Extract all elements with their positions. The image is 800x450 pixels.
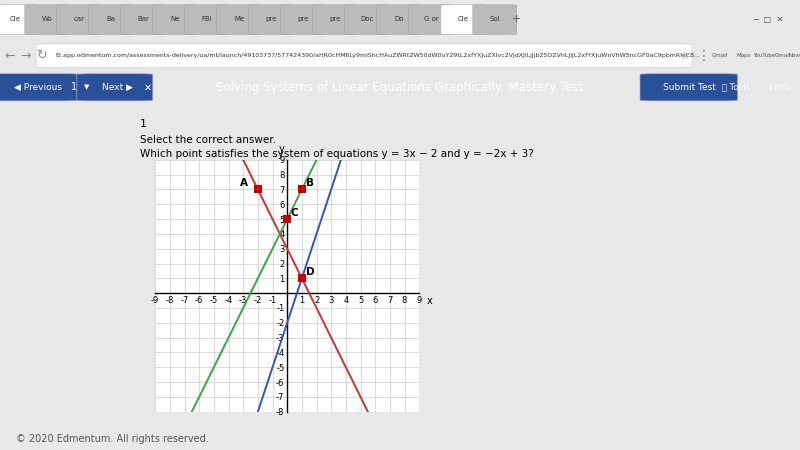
FancyBboxPatch shape <box>640 74 738 101</box>
Text: YouTube: YouTube <box>753 53 775 58</box>
Text: © 2020 Edmentum. All rights reserved.: © 2020 Edmentum. All rights reserved. <box>16 434 209 444</box>
Text: ☆: ☆ <box>679 51 689 61</box>
Text: Do: Do <box>394 16 404 22</box>
Text: ←: ← <box>4 50 15 62</box>
Text: Wo: Wo <box>42 16 53 22</box>
Text: Solving Systems of Linear Equations Graphically: Mastery Test: Solving Systems of Linear Equations Grap… <box>216 81 584 94</box>
FancyBboxPatch shape <box>281 5 325 35</box>
FancyBboxPatch shape <box>121 5 165 35</box>
Text: →: → <box>20 50 31 62</box>
Text: 🔧 Tools: 🔧 Tools <box>722 83 750 92</box>
FancyBboxPatch shape <box>25 5 69 35</box>
Text: B: B <box>306 179 314 189</box>
FancyBboxPatch shape <box>57 5 101 35</box>
Text: +: + <box>511 14 521 24</box>
FancyBboxPatch shape <box>77 74 153 101</box>
Text: Bar: Bar <box>138 16 149 22</box>
Text: Sol: Sol <box>490 16 501 22</box>
FancyBboxPatch shape <box>153 5 197 35</box>
FancyBboxPatch shape <box>36 44 692 68</box>
Text: 1: 1 <box>70 82 77 92</box>
Text: Which point satisfies the system of equations y = 3x − 2 and y = −2x + 3?: Which point satisfies the system of equa… <box>140 149 534 159</box>
Text: y: y <box>278 144 284 154</box>
Text: car: car <box>74 16 85 22</box>
FancyBboxPatch shape <box>0 5 37 35</box>
Text: x: x <box>426 296 432 306</box>
Text: ─  □  ✕: ─ □ ✕ <box>753 15 783 24</box>
FancyBboxPatch shape <box>0 74 78 101</box>
FancyBboxPatch shape <box>185 5 229 35</box>
FancyBboxPatch shape <box>473 5 517 35</box>
Text: News: News <box>789 53 800 58</box>
Text: ℹ Info: ℹ Info <box>769 83 791 92</box>
Text: ✕: ✕ <box>144 82 152 92</box>
FancyBboxPatch shape <box>409 5 453 35</box>
Text: D: D <box>306 267 314 277</box>
Text: Cle: Cle <box>458 16 469 22</box>
Text: f2.app.edmentum.com/assessments-delivery/ua/mt/launch/49103737/577424390/aHR0cHM: f2.app.edmentum.com/assessments-delivery… <box>56 53 701 58</box>
FancyBboxPatch shape <box>345 5 389 35</box>
Text: ⋮: ⋮ <box>697 49 711 63</box>
FancyBboxPatch shape <box>89 5 133 35</box>
Text: pre: pre <box>266 16 277 22</box>
Text: Gmail: Gmail <box>774 53 790 58</box>
Text: pre: pre <box>298 16 309 22</box>
Text: Select the correct answer.: Select the correct answer. <box>140 135 276 145</box>
Text: FBi: FBi <box>202 16 213 22</box>
Text: Ne: Ne <box>170 16 180 22</box>
Text: pre: pre <box>330 16 341 22</box>
Text: ◀ Previous: ◀ Previous <box>14 83 62 92</box>
Text: Gmail: Gmail <box>712 53 728 58</box>
Text: 1: 1 <box>140 119 147 129</box>
Text: G or: G or <box>424 16 438 22</box>
Text: Ba: Ba <box>106 16 116 22</box>
FancyBboxPatch shape <box>217 5 261 35</box>
Text: ▼: ▼ <box>84 84 89 90</box>
FancyBboxPatch shape <box>377 5 421 35</box>
FancyBboxPatch shape <box>313 5 357 35</box>
Text: C: C <box>291 208 298 218</box>
Text: Maps: Maps <box>737 53 751 58</box>
Text: A: A <box>240 179 248 189</box>
Text: Cle: Cle <box>10 16 21 22</box>
FancyBboxPatch shape <box>441 5 485 35</box>
Text: Submit Test: Submit Test <box>663 83 716 92</box>
Text: Doc: Doc <box>361 16 374 22</box>
FancyBboxPatch shape <box>249 5 293 35</box>
Text: ↻: ↻ <box>36 50 47 62</box>
Text: Next ▶: Next ▶ <box>102 83 134 92</box>
Text: Me: Me <box>234 16 244 22</box>
